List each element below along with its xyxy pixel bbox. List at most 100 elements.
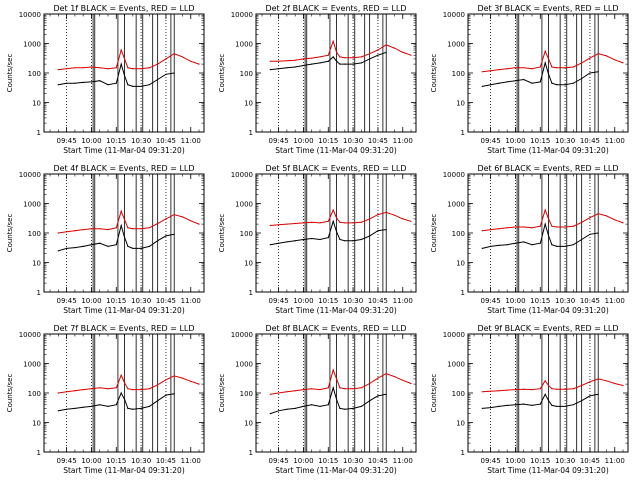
lld-data-point: [344, 222, 346, 224]
events-data-point: [120, 392, 122, 394]
lld-data-point: [190, 220, 192, 222]
events-data-point: [115, 244, 117, 246]
events-data-point: [269, 244, 271, 246]
lld-data-point: [278, 60, 280, 62]
events-data-point: [581, 77, 583, 80]
events-data-point: [107, 405, 109, 407]
events-data-point: [352, 407, 354, 409]
lld-data-point: [360, 56, 362, 58]
events-data-point: [74, 247, 76, 249]
lld-data-point: [269, 60, 271, 62]
lld-series-line: [482, 378, 624, 393]
x-tick-label: 11:00: [181, 137, 201, 145]
lld-data-point: [99, 228, 101, 230]
y-tick-label: 1000: [23, 41, 41, 49]
events-data-point: [481, 85, 483, 87]
y-tick-label: 10000: [231, 11, 253, 19]
lld-data-point: [377, 49, 379, 51]
lld-data-point: [490, 70, 492, 72]
lld-data-point: [82, 67, 84, 69]
events-data-point: [302, 405, 304, 407]
lld-data-point: [57, 392, 59, 394]
events-data-point: [82, 81, 84, 83]
lld-data-point: [319, 222, 321, 224]
events-data-point: [523, 403, 525, 405]
events-data-point: [548, 235, 550, 237]
x-tick-label: 10:30: [343, 137, 363, 145]
lld-data-point: [157, 222, 159, 225]
lld-data-point: [74, 67, 76, 69]
plot-frame: [467, 173, 629, 293]
events-data-point: [498, 82, 500, 84]
chart-title: Det 8f BLACK = Events, RED = LLD: [265, 324, 406, 333]
lld-data-point: [385, 44, 387, 46]
events-data-point: [360, 238, 362, 241]
lld-data-point: [622, 62, 624, 64]
lld-data-point: [564, 226, 566, 228]
chart-panel: Det 2f BLACK = Events, RED = LLD Counts/s…: [218, 4, 417, 155]
lld-data-point: [269, 224, 271, 227]
x-tick-label: 09:45: [481, 297, 501, 305]
x-axis-label: Start Time (11-Mar-04 09:31:20): [487, 466, 609, 475]
events-data-point: [120, 63, 122, 65]
lld-data-point: [332, 40, 334, 42]
lld-data-point: [148, 227, 150, 229]
events-data-point: [352, 63, 354, 65]
y-tick-label: 10000: [443, 171, 465, 179]
lld-data-point: [360, 387, 362, 389]
lld-data-point: [115, 227, 117, 229]
y-tick-label: 10: [32, 420, 41, 428]
lld-data-point: [181, 56, 184, 58]
events-data-point: [57, 250, 59, 252]
lld-data-point: [173, 214, 175, 216]
y-tick-label: 100: [452, 230, 465, 238]
lld-data-point: [369, 218, 371, 220]
chart-title: Det 7f BLACK = Events, RED = LLD: [53, 324, 194, 333]
x-tick-label: 10:30: [555, 457, 575, 465]
events-data-point: [90, 81, 92, 83]
lld-data-point: [120, 210, 122, 212]
x-tick-label: 10:15: [106, 137, 126, 145]
y-tick-label: 100: [452, 70, 465, 78]
events-data-point: [360, 405, 362, 407]
lld-data-point: [581, 62, 583, 64]
lld-data-point: [90, 388, 92, 390]
x-tick-label: 11:00: [605, 137, 625, 145]
lld-data-point: [332, 369, 334, 371]
events-data-point: [551, 244, 553, 246]
events-data-point: [124, 237, 126, 239]
lld-data-point: [57, 232, 59, 234]
events-data-point: [82, 245, 84, 247]
events-data-point: [127, 407, 129, 409]
events-data-point: [107, 245, 109, 247]
events-data-point: [319, 405, 321, 407]
events-data-point: [148, 405, 150, 407]
lld-data-point: [393, 47, 396, 49]
lld-data-point: [74, 390, 76, 392]
lld-data-point: [581, 221, 583, 223]
x-tick-label: 11:00: [393, 457, 413, 465]
lld-data-point: [410, 382, 412, 385]
x-axis-label: Start Time (11-Mar-04 09:31:20): [487, 146, 609, 155]
plot-frame: [43, 173, 205, 293]
lld-data-point: [402, 51, 404, 54]
events-data-point: [99, 242, 101, 244]
events-data-point: [544, 223, 546, 225]
lld-data-point: [410, 220, 412, 222]
plot-frame: [255, 13, 417, 133]
y-axis-label: Counts/sec: [430, 54, 438, 93]
events-data-point: [327, 404, 329, 406]
x-tick-label: 10:45: [156, 457, 176, 465]
lld-data-point: [127, 67, 129, 69]
lld-data-point: [548, 218, 550, 220]
events-data-point: [589, 395, 591, 397]
events-data-point: [490, 245, 492, 247]
lld-data-point: [614, 219, 616, 221]
events-data-point: [336, 398, 338, 401]
events-data-point: [369, 58, 371, 60]
events-data-point: [327, 60, 329, 62]
events-data-point: [531, 404, 533, 406]
lld-data-point: [269, 393, 271, 395]
lld-data-point: [198, 383, 200, 385]
events-data-point: [148, 84, 150, 86]
